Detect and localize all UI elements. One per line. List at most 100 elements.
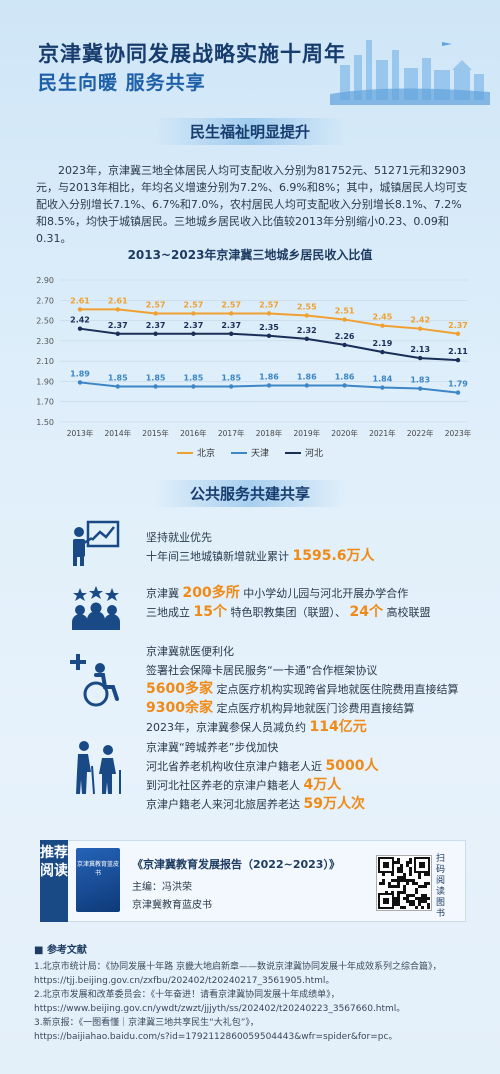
data-point	[304, 383, 309, 388]
data-label: 2.45	[373, 313, 393, 322]
reference-line: 1.北京市统计局：《协同发展十年路 京畿大地启新章——数说京津冀协同发展十年成效…	[34, 962, 442, 972]
qr-code-image[interactable]	[376, 855, 432, 911]
employment-block: 坚持就业优先 十年间三地城镇新增就业累计 1595.6万人	[146, 528, 375, 566]
data-point	[77, 380, 83, 385]
data-point	[418, 355, 423, 361]
data-point	[342, 383, 347, 388]
income-ratio-line-chart: 2.90 2.70 2.50 2.30 2.10 1.90 1.70 1.50 2013年 201…	[36, 276, 472, 438]
x-tick-label: 2021年	[369, 428, 396, 438]
data-label: 2.19	[373, 339, 393, 348]
qr-label: 扫码阅读图书	[436, 854, 446, 919]
data-point	[266, 383, 272, 388]
data-point	[77, 307, 83, 312]
data-label: 2.37	[184, 321, 204, 330]
x-tick-label: 2018年	[256, 428, 283, 438]
data-label: 1.79	[448, 380, 468, 389]
x-tick-label: 2020年	[331, 428, 358, 438]
data-label: 1.85	[146, 374, 166, 383]
x-tick-label: 2019年	[294, 428, 321, 438]
x-tick-label: 2015年	[142, 428, 169, 438]
data-point	[115, 307, 121, 312]
data-label: 1.83	[410, 376, 430, 385]
data-point	[418, 326, 423, 331]
x-tick-label: 2013年	[67, 428, 94, 438]
references-heading: ■ 参考文献	[34, 945, 87, 956]
chart-legend: 北京 天津 河北	[0, 446, 500, 459]
data-point	[455, 390, 461, 395]
legend-item: 北京	[176, 446, 215, 459]
employment-presentation-icon	[73, 520, 120, 566]
data-label: 2.11	[448, 347, 468, 356]
data-point	[229, 311, 234, 316]
data-point	[153, 331, 158, 336]
data-point	[266, 333, 272, 338]
data-label: 1.86	[335, 372, 355, 381]
y-tick-label: 2.70	[36, 296, 54, 305]
page-title: 京津冀协同发展战略实施十周年	[38, 41, 346, 66]
data-point	[115, 384, 121, 389]
page-subtitle: 民生向暖 服务共享	[38, 72, 206, 94]
elderly-couple-icon	[76, 741, 121, 795]
data-label: 2.42	[410, 316, 430, 325]
data-label: 1.85	[108, 374, 128, 383]
x-tick-label: 2022年	[407, 428, 434, 438]
data-label: 2.57	[146, 300, 166, 309]
data-label: 2.37	[108, 321, 128, 330]
data-point	[191, 311, 196, 316]
data-label: 2.51	[335, 307, 355, 316]
data-point	[191, 384, 196, 389]
book-title[interactable]: 《京津冀教育发展报告（2022~2023）》	[132, 858, 340, 871]
medical-block: 京津冀就医便利化 签署社会保障卡居民服务“一卡通”合作框架协议 5600多家 定…	[146, 645, 459, 735]
data-point	[77, 326, 83, 331]
data-label: 2.37	[146, 321, 166, 330]
reference-link[interactable]: https://baijiahao.baidu.com/s?id=1792112…	[34, 1032, 398, 1042]
reference-line: 2.北京市发展和改革委员会：《十年奋进！请看京津冀协同发展十年成绩单》，	[34, 990, 340, 1000]
x-tick-label: 2014年	[105, 428, 132, 438]
employment-value: 1595.6万人	[292, 548, 375, 564]
data-point	[304, 313, 309, 318]
section-title-welfare: 民生福祉明显提升	[0, 118, 500, 145]
x-tick-label: 2023年	[445, 428, 472, 438]
data-label: 2.57	[221, 300, 241, 309]
data-point	[418, 386, 423, 391]
legend-item: 河北	[285, 446, 323, 459]
data-point	[229, 331, 234, 336]
references: ■ 参考文献 1.北京市统计局：《协同发展十年路 京畿大地启新章——数说京津冀协…	[34, 944, 474, 1044]
data-label: 1.85	[184, 374, 204, 383]
y-tick-label: 2.90	[36, 276, 54, 285]
data-label: 2.37	[448, 321, 468, 330]
data-point	[115, 331, 121, 336]
data-point	[153, 384, 158, 389]
reference-link[interactable]: https://www.beijing.gov.cn/ywdt/zwzt/jjj…	[34, 1004, 406, 1014]
series-line-河北	[79, 327, 459, 362]
book-series: 京津冀教育蓝皮书	[132, 900, 212, 911]
section-title-public-service: 公共服务共建共享	[0, 480, 500, 507]
data-point	[229, 384, 234, 389]
data-label: 1.86	[297, 372, 317, 381]
data-label: 2.57	[184, 300, 204, 309]
education-block: 京津冀 200多所 中小学幼儿园与河北开展办学合作 三地成立 15个 特色职教集…	[146, 585, 431, 620]
reference-line: 3.新京报：《一图看懂｜京津冀三地共享民生“大礼包”》，	[34, 1018, 259, 1028]
data-label: 2.35	[259, 323, 279, 332]
income-paragraph: 2023年，京津冀三地全体居民人均可支配收入分别为81752元、51271元和3…	[36, 164, 468, 245]
reference-link[interactable]: https://tjj.beijing.gov.cn/zxfbu/202402/…	[34, 976, 335, 986]
data-point	[455, 331, 461, 336]
y-tick-label: 2.30	[36, 337, 54, 346]
data-point	[380, 385, 385, 390]
y-tick-label: 1.90	[36, 377, 54, 386]
data-label: 2.37	[221, 321, 241, 330]
y-tick-label: 2.10	[36, 357, 54, 366]
data-label: 2.26	[335, 332, 355, 341]
data-point	[266, 311, 272, 316]
data-label: 2.61	[70, 296, 90, 305]
data-label: 2.57	[259, 300, 279, 309]
data-label: 2.13	[410, 345, 430, 354]
book-editor: 主编：冯洪荣	[132, 882, 192, 893]
book-cover-image[interactable]: 京津冀教育蓝皮书	[76, 848, 120, 912]
data-point	[380, 323, 385, 328]
data-label: 1.84	[373, 375, 393, 384]
elderly-block: 京津冀“跨城养老”步伐加快 河北省养老机构收住京津户籍老人近 5000人 到河北…	[146, 741, 379, 812]
chart-title: 2013~2023年京津冀三地城乡居民收入比值	[127, 248, 373, 262]
data-point	[304, 336, 309, 342]
data-label: 1.89	[70, 369, 90, 378]
